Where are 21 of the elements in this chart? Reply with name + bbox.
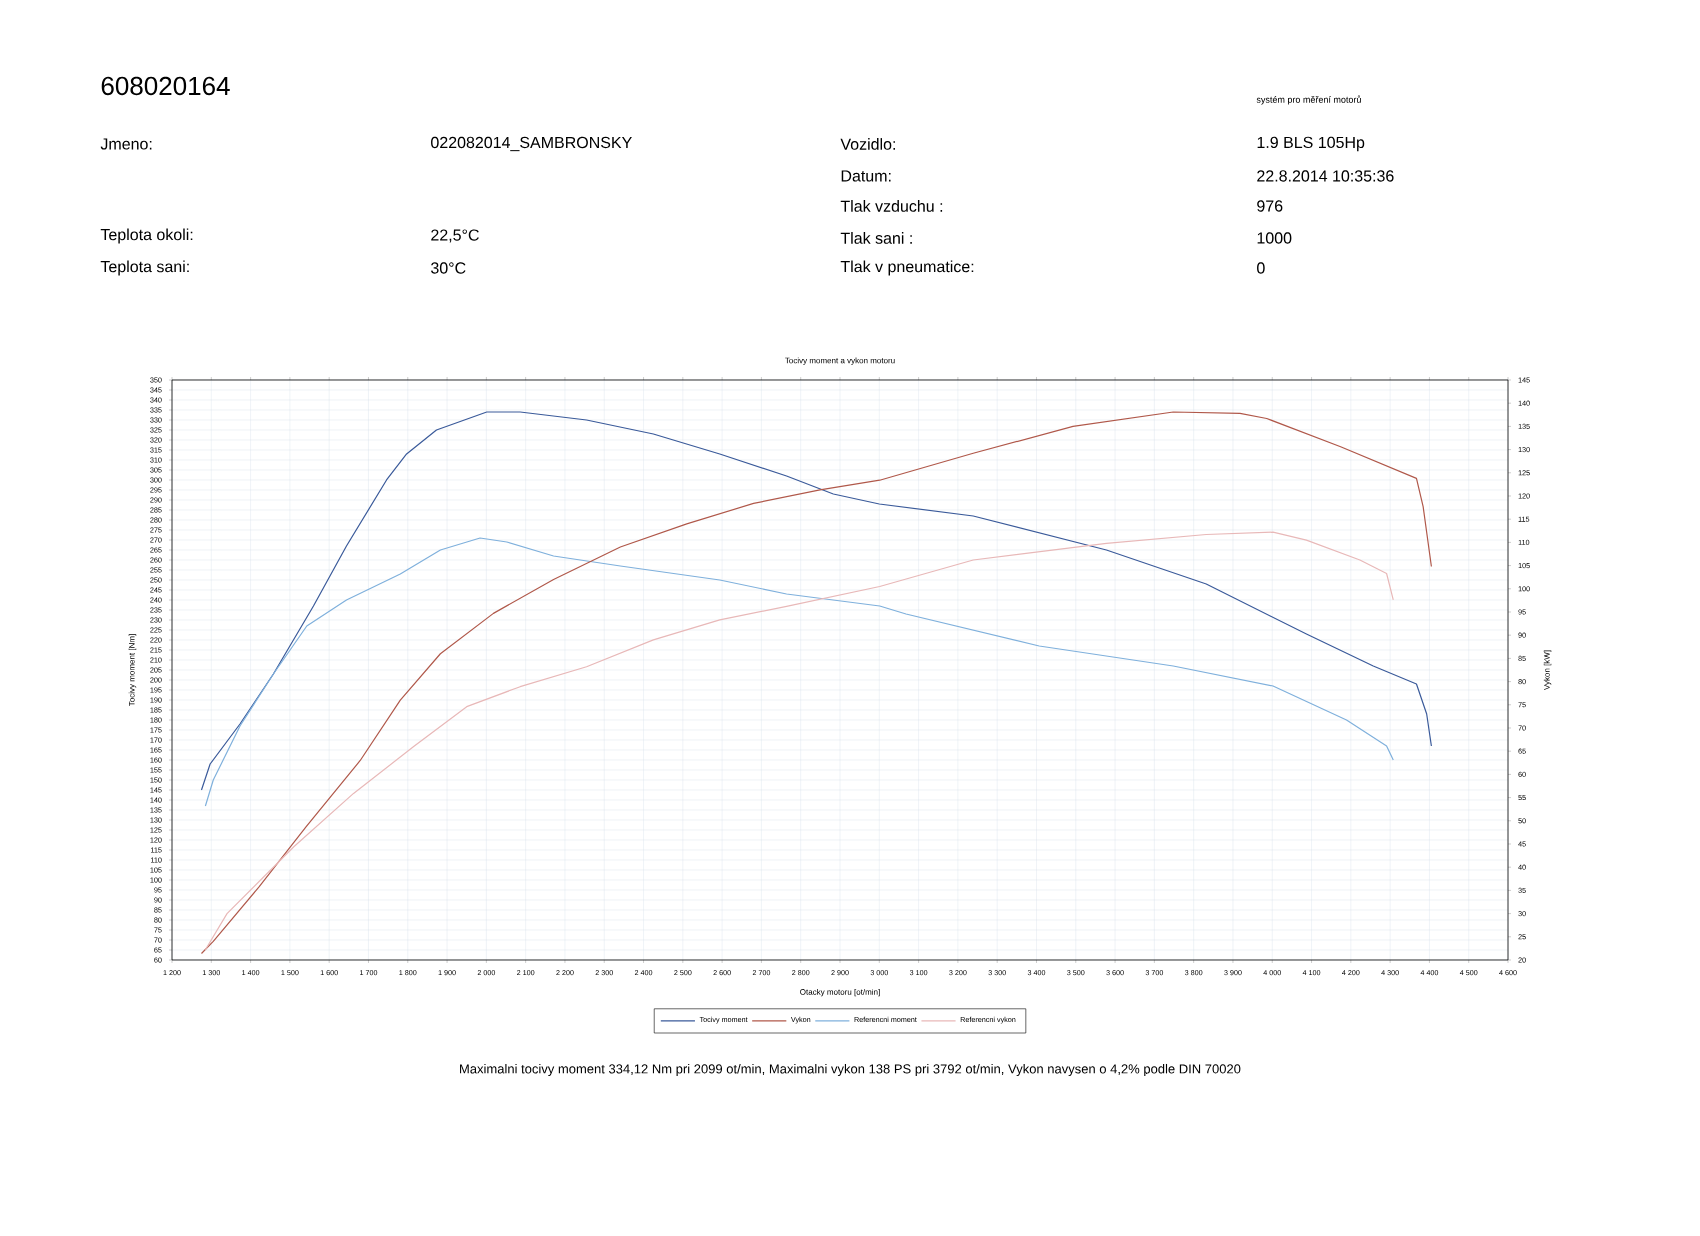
line-series: [200, 411, 1432, 791]
text: 022082014_SAMBRONSKY: [431, 136, 632, 152]
text: Datum:: [841, 170, 891, 182]
text: 0: [1257, 262, 1265, 274]
text: Tlak v pneumatice:: [840, 260, 974, 276]
text: 608020164: [101, 76, 230, 96]
text: 976: [1257, 200, 1283, 212]
text: 22,5°C: [431, 229, 479, 243]
text: Teplota sani:: [100, 260, 189, 276]
text: Tlak sani :: [840, 232, 912, 244]
line-series: [200, 411, 1432, 955]
text: 22.8.2014 10:35:36: [1257, 170, 1394, 182]
line-series: [204, 537, 1394, 807]
text: 1000: [1257, 232, 1292, 244]
line-series: [204, 531, 1394, 951]
text: Tlak vzduchu :: [840, 200, 943, 212]
text: Jmeno:: [100, 138, 152, 150]
text: Teplota okoli:: [100, 228, 193, 244]
text: 30°C: [431, 262, 466, 274]
text: 1.9 BLS 105Hp: [1257, 136, 1365, 152]
text: Vozidlo:: [840, 138, 895, 150]
